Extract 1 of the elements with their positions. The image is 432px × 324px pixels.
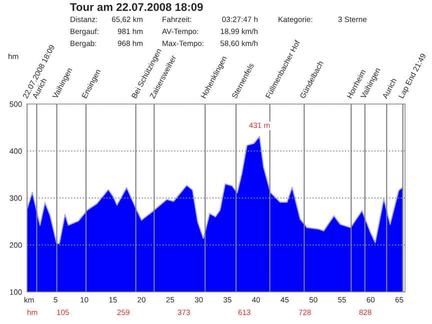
chart-title: Tour am 22.07.2008 18:09 (70, 3, 203, 11)
